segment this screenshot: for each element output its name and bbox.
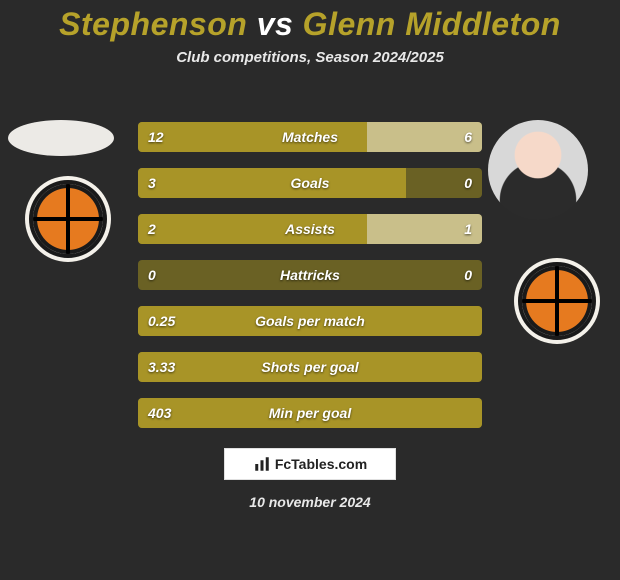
stat-row: 3.33Shots per goal	[138, 352, 482, 382]
stat-row: 126Matches	[138, 122, 482, 152]
stat-row: 21Assists	[138, 214, 482, 244]
footer-date: 10 november 2024	[0, 494, 620, 510]
stat-row: 30Goals	[138, 168, 482, 198]
stat-label: Min per goal	[138, 398, 482, 428]
stat-label: Assists	[138, 214, 482, 244]
comparison-title: Stephenson vs Glenn Middleton	[0, 0, 620, 43]
stat-label: Hattricks	[138, 260, 482, 290]
subtitle: Club competitions, Season 2024/2025	[0, 49, 620, 66]
stat-label: Goals per match	[138, 306, 482, 336]
stat-label: Goals	[138, 168, 482, 198]
player-right-club-crest	[514, 258, 600, 344]
stat-label: Shots per goal	[138, 352, 482, 382]
bar-chart-icon	[253, 455, 271, 473]
stat-row: 00Hattricks	[138, 260, 482, 290]
branding-text: FcTables.com	[275, 456, 367, 472]
stat-bars: 126Matches 30Goals 21Assists 00Hattricks 0.2…	[138, 122, 482, 444]
title-player-right: Glenn Middleton	[303, 6, 561, 42]
title-player-left: Stephenson	[59, 6, 247, 42]
title-vs: vs	[257, 6, 294, 42]
stat-row: 0.25Goals per match	[138, 306, 482, 336]
player-left-avatar	[8, 120, 114, 156]
branding-badge: FcTables.com	[224, 448, 396, 480]
club-crest-icon	[33, 184, 103, 254]
player-left-club-crest	[25, 176, 111, 262]
stat-label: Matches	[138, 122, 482, 152]
stat-row: 403Min per goal	[138, 398, 482, 428]
player-right-avatar	[488, 120, 588, 220]
club-crest-icon	[522, 266, 592, 336]
